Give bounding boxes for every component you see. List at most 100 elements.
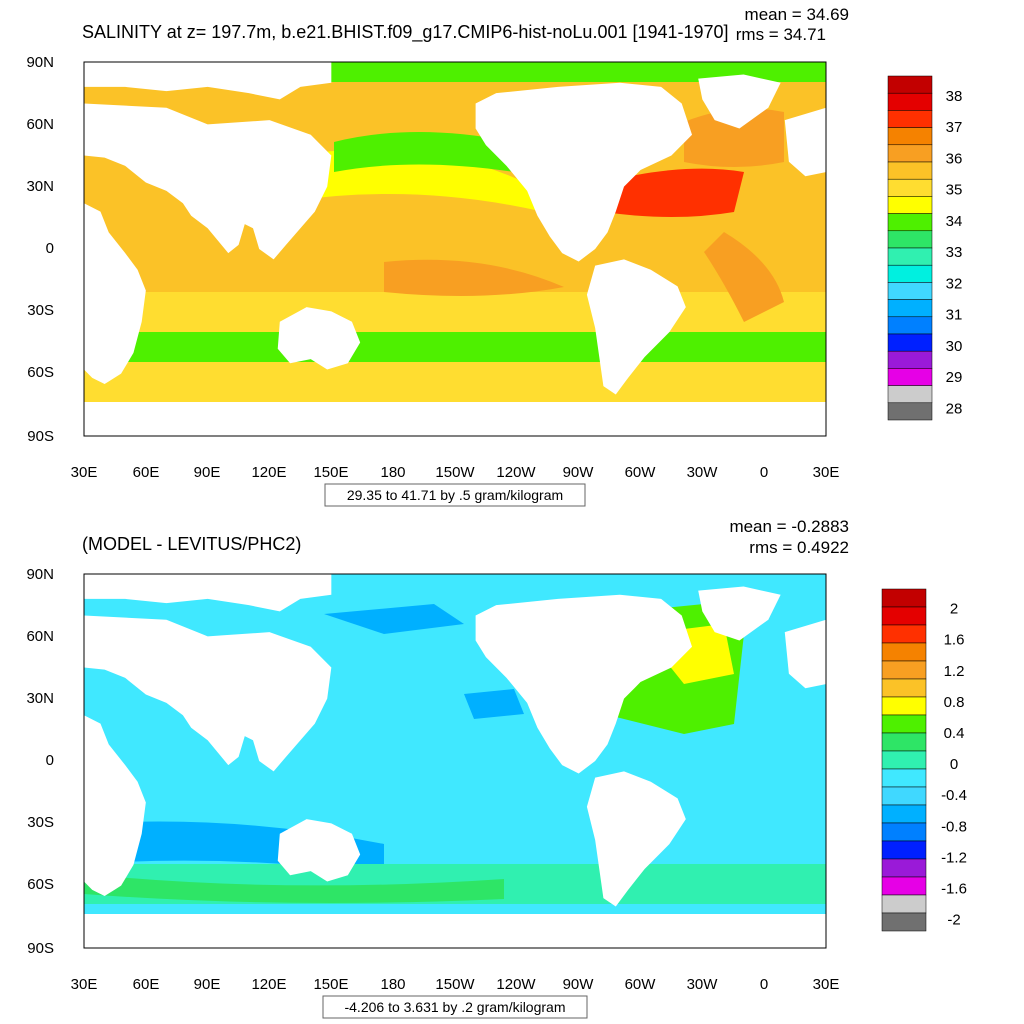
- colorbar-swatch: [881, 732, 927, 752]
- colorbar-label: 0.8: [944, 694, 965, 711]
- colorbar-swatch: [881, 876, 927, 896]
- colorbar-label: 36: [946, 150, 963, 167]
- colorbar-label: -0.8: [941, 818, 967, 835]
- lon-label: 0: [760, 976, 768, 993]
- lat-label: 90S: [27, 940, 54, 957]
- colorbar-swatch: [881, 858, 927, 878]
- colorbar-swatch: [887, 264, 933, 283]
- lon-label: 30E: [71, 976, 98, 993]
- lon-label: 120W: [496, 464, 536, 481]
- panel-title: SALINITY at z= 197.7m, b.e21.BHIST.f09_g…: [82, 22, 729, 43]
- lon-label: 90E: [194, 464, 221, 481]
- colorbar-label: 38: [946, 88, 963, 105]
- colorbar-swatch: [881, 750, 927, 770]
- rms-value: rms = 34.71: [736, 25, 826, 44]
- lon-label: 60W: [625, 464, 657, 481]
- lon-label: 150E: [313, 976, 348, 993]
- colorbar-swatch: [887, 350, 933, 369]
- salinity-panel: SALINITY at z= 197.7m, b.e21.BHIST.f09_g…: [26, 5, 963, 507]
- range-text: -4.206 to 3.631 by .2 gram/kilogram: [344, 999, 565, 1015]
- colorbar-swatch: [881, 642, 927, 662]
- panel-title: (MODEL - LEVITUS/PHC2): [82, 534, 301, 554]
- salinity-map: [83, 61, 857, 437]
- lon-label: 60E: [133, 976, 160, 993]
- mean-value: mean = 34.69: [745, 5, 849, 24]
- colorbar-swatch: [881, 912, 927, 932]
- colorbar-label: 30: [946, 338, 963, 355]
- difference-panel: (MODEL - LEVITUS/PHC2) mean = -0.2883 rm…: [26, 517, 967, 1019]
- colorbar-swatch: [881, 660, 927, 680]
- lat-label: 60N: [26, 116, 54, 133]
- colorbar-swatch: [887, 127, 933, 146]
- colorbar-swatch: [887, 213, 933, 232]
- lon-label: 90W: [563, 976, 595, 993]
- lat-label: 30S: [27, 814, 54, 831]
- lat-axis: 90N 60N 30N 0 30S 60S 90S: [26, 566, 54, 957]
- lon-label: 30E: [71, 464, 98, 481]
- colorbar-label: 2: [950, 601, 958, 618]
- lon-label: 60W: [625, 976, 657, 993]
- range-box: [322, 995, 588, 1019]
- colorbar-swatch: [887, 385, 933, 404]
- colorbar-swatch: [887, 196, 933, 214]
- colorbar-swatch: [881, 606, 927, 626]
- colorbar-swatch: [881, 714, 927, 734]
- lat-label: 0: [46, 752, 54, 769]
- colorbar-swatch: [887, 230, 933, 249]
- colorbar-swatch: [881, 678, 927, 698]
- colorbar-label: -1.2: [941, 849, 967, 866]
- colorbar-swatch: [887, 110, 933, 128]
- lon-label: 180: [380, 464, 405, 481]
- colorbar-label: 1.2: [944, 663, 965, 680]
- colorbar-label: 35: [946, 182, 963, 199]
- colorbar-swatch: [887, 402, 933, 421]
- colorbar: 2 1.6 1.2 0.8 0.4 0 -0.4 -0.8 -1.2 -1.6 -2: [881, 588, 967, 932]
- colorbar-label: -1.6: [941, 880, 967, 897]
- lat-label: 60N: [26, 628, 54, 645]
- lon-label: 120E: [251, 976, 286, 993]
- lon-label: 120E: [251, 464, 286, 481]
- colorbar-swatch: [881, 588, 927, 608]
- lat-label: 90N: [26, 54, 54, 71]
- colorbar-swatch: [881, 840, 927, 860]
- colorbar-swatch: [887, 144, 933, 163]
- colorbar-swatch: [887, 333, 933, 352]
- colorbar-swatch: [887, 247, 933, 266]
- colorbar-swatch: [887, 178, 933, 197]
- lon-label: 30W: [687, 976, 719, 993]
- colorbar-swatch: [887, 299, 933, 318]
- lat-label: 30S: [27, 302, 54, 319]
- colorbar-swatch: [887, 368, 933, 386]
- colorbar-label: -0.4: [941, 787, 967, 804]
- colorbar-swatch: [881, 696, 927, 716]
- lon-label: 30E: [813, 976, 840, 993]
- difference-map: [83, 573, 857, 949]
- lon-label: 150E: [313, 464, 348, 481]
- lon-label: 180: [380, 976, 405, 993]
- colorbar-swatch: [887, 92, 933, 111]
- colorbar-label: 33: [946, 244, 963, 261]
- colorbar-label: 0: [950, 756, 958, 773]
- lon-label: 120W: [496, 976, 536, 993]
- colorbar-label: 1.6: [944, 632, 965, 649]
- colorbar: 38 37 36 35 34 33 32 31 30 29 28: [887, 75, 963, 421]
- colorbar-swatch: [887, 316, 933, 335]
- colorbar-label: 32: [946, 275, 963, 292]
- rms-value: rms = 0.4922: [749, 538, 849, 557]
- colorbar-swatch: [881, 624, 927, 644]
- colorbar-swatch: [881, 822, 927, 842]
- lon-label: 30E: [813, 464, 840, 481]
- lon-label: 150W: [435, 464, 475, 481]
- colorbar-swatch: [881, 804, 927, 824]
- range-text: 29.35 to 41.71 by .5 gram/kilogram: [347, 487, 563, 503]
- lon-label: 90E: [194, 976, 221, 993]
- colorbar-swatch: [887, 161, 933, 180]
- lat-label: 60S: [27, 364, 54, 381]
- colorbar-label: 28: [946, 400, 963, 417]
- colorbar-swatch: [881, 786, 927, 806]
- mean-value: mean = -0.2883: [729, 517, 849, 536]
- lon-axis: 30E 60E 90E 120E 150E 180 150W 120W 90W …: [71, 464, 840, 481]
- colorbar-label: 0.4: [944, 725, 965, 742]
- colorbar-swatch: [881, 894, 927, 914]
